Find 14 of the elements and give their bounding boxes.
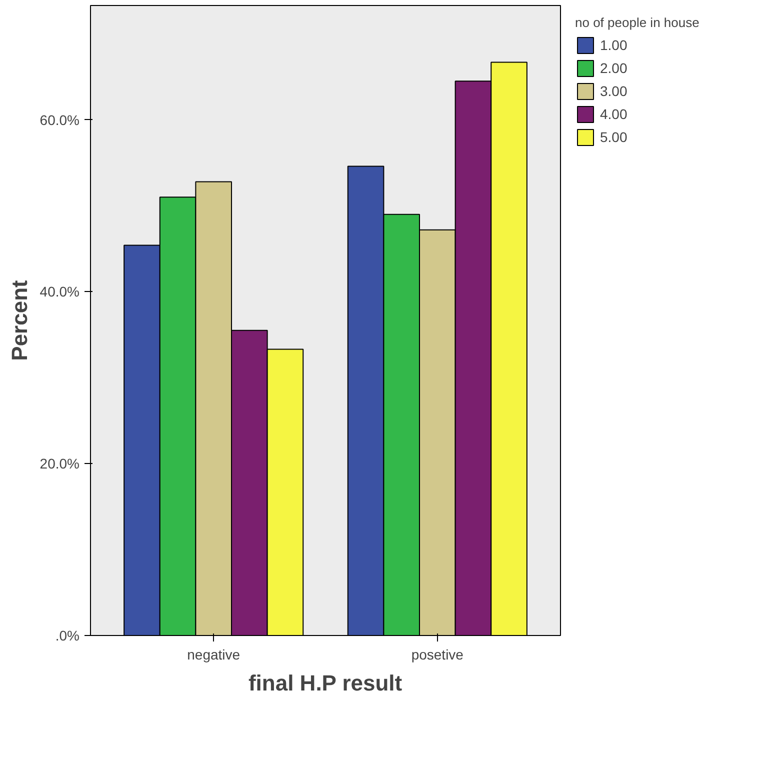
x-tick-label: negative — [187, 646, 240, 662]
y-tick-label: .0% — [55, 628, 80, 644]
y-tick-label: 60.0% — [40, 112, 80, 128]
legend-label: 3.00 — [600, 83, 628, 99]
legend-label: 1.00 — [600, 37, 628, 53]
legend-label: 4.00 — [600, 106, 628, 122]
y-tick-label: 20.0% — [40, 456, 80, 472]
legend-label: 2.00 — [600, 60, 628, 76]
legend-label: 5.00 — [600, 129, 628, 145]
legend-title: no of people in house — [575, 15, 700, 30]
y-tick-label: 40.0% — [40, 284, 80, 300]
y-axis-title: Percent — [6, 279, 32, 361]
x-axis-title: final H.P result — [248, 670, 403, 696]
x-tick-label: posetive — [411, 646, 464, 662]
